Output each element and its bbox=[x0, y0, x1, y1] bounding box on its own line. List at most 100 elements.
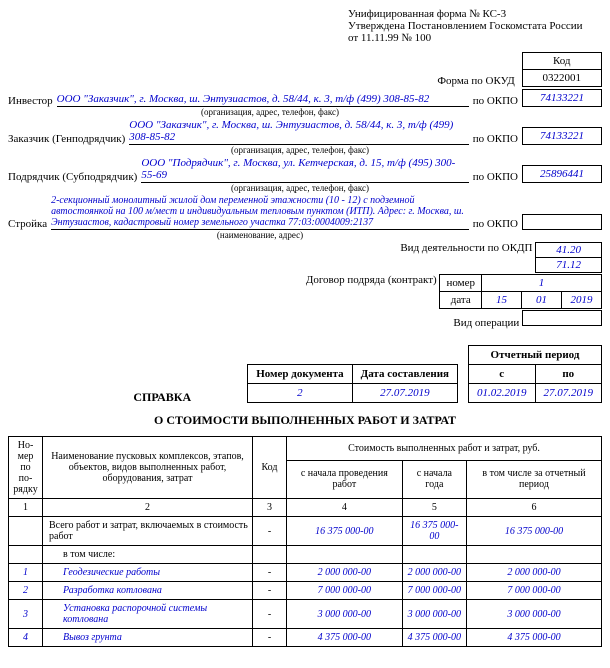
r1-n: 1 bbox=[9, 564, 43, 582]
table-row: в том числе: bbox=[9, 546, 602, 564]
r3-name: Установка распорочной системы котлована bbox=[43, 600, 253, 629]
r4-name: Вывоз грунта bbox=[43, 629, 253, 647]
contract-d: 15 bbox=[482, 292, 522, 309]
contract-num: 1 bbox=[482, 275, 602, 292]
okud-code: 0322001 bbox=[522, 70, 602, 87]
table-row: 1 Геодезические работы - 2 000 000-00 2 … bbox=[9, 564, 602, 582]
investor-row: Инвестор ООО "Заказчик", г. Москва, ш. Э… bbox=[8, 89, 602, 107]
r3-c3: 3 000 000-00 bbox=[466, 600, 601, 629]
code-header: Код bbox=[522, 53, 602, 70]
r1-c3: 2 000 000-00 bbox=[466, 564, 601, 582]
doc-num-label: Номер документа bbox=[248, 365, 352, 384]
total-c2: 16 375 000-00 bbox=[402, 517, 466, 546]
period-from: 01.02.2019 bbox=[469, 384, 536, 403]
col-n1: 1 bbox=[9, 499, 43, 517]
r3-code: - bbox=[253, 600, 287, 629]
main-table: Но- мер по по- рядку Наименование пусков… bbox=[8, 436, 602, 647]
okpo-label: по ОКПО bbox=[473, 95, 518, 107]
h-cost: Стоимость выполненных работ и затрат, ру… bbox=[287, 437, 602, 461]
form-header: Унифицированная форма № КС-3 Утверждена … bbox=[348, 8, 602, 44]
investor-label: Инвестор bbox=[8, 95, 53, 107]
period-to-label: по bbox=[535, 365, 602, 384]
okpo-label-4: по ОКПО bbox=[473, 218, 518, 230]
r3-n: 3 bbox=[9, 600, 43, 629]
table-row: 3 Установка распорочной системы котлован… bbox=[9, 600, 602, 629]
table-row: Всего работ и затрат, включаемых в стоим… bbox=[9, 517, 602, 546]
project-label: Стройка bbox=[8, 218, 47, 230]
r2-code: - bbox=[253, 582, 287, 600]
doc-date: 27.07.2019 bbox=[352, 384, 457, 403]
total-name: Всего работ и затрат, включаемых в стоим… bbox=[43, 517, 253, 546]
project-okpo bbox=[522, 214, 602, 230]
operation-val bbox=[522, 310, 602, 326]
r4-c1: 4 375 000-00 bbox=[287, 629, 403, 647]
col-n4: 4 bbox=[287, 499, 403, 517]
contract-num-label: номер bbox=[440, 275, 482, 292]
col-n2: 2 bbox=[43, 499, 253, 517]
project-row: Стройка 2-секционный монолитный жилой до… bbox=[8, 195, 602, 230]
period-from-label: с bbox=[469, 365, 536, 384]
r4-c3: 4 375 000-00 bbox=[466, 629, 601, 647]
investor-value: ООО "Заказчик", г. Москва, ш. Энтузиасто… bbox=[57, 93, 469, 107]
investor-sub: (организация, адрес, телефон, факс) bbox=[88, 107, 452, 117]
operation-label: Вид операции bbox=[453, 317, 519, 329]
okpo-label-2: по ОКПО bbox=[473, 133, 518, 145]
title-spravka: СПРАВКА bbox=[8, 390, 191, 405]
r1-code: - bbox=[253, 564, 287, 582]
r2-c2: 7 000 000-00 bbox=[402, 582, 466, 600]
h-code: Код bbox=[253, 437, 287, 499]
h-name: Наименование пусковых комплексов, этапов… bbox=[43, 437, 253, 499]
customer-okpo: 74133221 bbox=[522, 127, 602, 145]
col-n5: 5 bbox=[402, 499, 466, 517]
r4-n: 4 bbox=[9, 629, 43, 647]
customer-label: Заказчик (Генподрядчик) bbox=[8, 133, 125, 145]
doc-date-label: Дата составления bbox=[352, 365, 457, 384]
form-line3: от 11.11.99 № 100 bbox=[348, 32, 602, 44]
r3-c1: 3 000 000-00 bbox=[287, 600, 403, 629]
customer-value: ООО "Заказчик", г. Москва, ш. Энтузиасто… bbox=[129, 119, 468, 145]
r2-name: Разработка котлована bbox=[43, 582, 253, 600]
r3-c2: 3 000 000-00 bbox=[402, 600, 466, 629]
r2-c1: 7 000 000-00 bbox=[287, 582, 403, 600]
project-value: 2-секционный монолитный жилой дом переме… bbox=[51, 195, 469, 230]
period-label: Отчетный период bbox=[469, 346, 602, 365]
okpo-label-3: по ОКПО bbox=[473, 171, 518, 183]
investor-okpo: 74133221 bbox=[522, 89, 602, 107]
doc-info-table: Номер документа Дата составления 2 27.07… bbox=[247, 364, 458, 403]
contract-y: 2019 bbox=[562, 292, 602, 309]
table-row: 4 Вывоз грунта - 4 375 000-00 4 375 000-… bbox=[9, 629, 602, 647]
contractor-row: Подрядчик (Субподрядчик) ООО "Подрядчик"… bbox=[8, 157, 602, 183]
contract-row: Договор подряда (контракт) номер 1 дата … bbox=[8, 274, 602, 309]
col-n3: 3 bbox=[253, 499, 287, 517]
r2-n: 2 bbox=[9, 582, 43, 600]
operation-row: Вид операции bbox=[8, 310, 602, 329]
total-c1: 16 375 000-00 bbox=[287, 517, 403, 546]
r4-code: - bbox=[253, 629, 287, 647]
total-c3: 16 375 000-00 bbox=[466, 517, 601, 546]
h-num: Но- мер по по- рядку bbox=[9, 437, 43, 499]
r4-c2: 4 375 000-00 bbox=[402, 629, 466, 647]
period-table: Отчетный период с по 01.02.2019 27.07.20… bbox=[468, 345, 602, 403]
form-line1: Унифицированная форма № КС-3 bbox=[348, 8, 602, 20]
period-to: 27.07.2019 bbox=[535, 384, 602, 403]
customer-row: Заказчик (Генподрядчик) ООО "Заказчик", … bbox=[8, 119, 602, 145]
contractor-label: Подрядчик (Субподрядчик) bbox=[8, 171, 137, 183]
col-n6: 6 bbox=[466, 499, 601, 517]
form-line2: Утверждена Постановлением Госкомстата Ро… bbox=[348, 20, 602, 32]
r1-name: Геодезические работы bbox=[43, 564, 253, 582]
incl-name: в том числе: bbox=[43, 546, 253, 564]
okud-label: Форма по ОКУД bbox=[437, 75, 514, 87]
contract-m: 01 bbox=[522, 292, 562, 309]
okud-row: Форма по ОКУД Код 0322001 bbox=[8, 52, 602, 87]
r1-c1: 2 000 000-00 bbox=[287, 564, 403, 582]
activity-row: Вид деятельности по ОКДП 41.20 71.12 bbox=[8, 242, 602, 273]
h-c1: с начала проведения работ bbox=[287, 460, 403, 498]
contractor-value: ООО "Подрядчик", г. Москва, ул. Кетчерск… bbox=[141, 157, 468, 183]
activity-label: Вид деятельности по ОКДП bbox=[400, 242, 532, 254]
contract-date-label: дата bbox=[440, 292, 482, 309]
h-c2: с начала года bbox=[402, 460, 466, 498]
customer-sub: (организация, адрес, телефон, факс) bbox=[148, 145, 452, 155]
r2-c3: 7 000 000-00 bbox=[466, 582, 601, 600]
doc-num: 2 bbox=[248, 384, 352, 403]
activity-code2: 71.12 bbox=[536, 258, 602, 273]
